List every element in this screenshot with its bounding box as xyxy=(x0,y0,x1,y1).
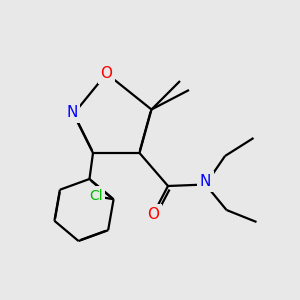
Text: O: O xyxy=(147,207,159,222)
Text: Cl: Cl xyxy=(89,189,102,203)
Text: N: N xyxy=(66,105,78,120)
Text: O: O xyxy=(100,66,112,81)
Text: N: N xyxy=(200,174,211,189)
